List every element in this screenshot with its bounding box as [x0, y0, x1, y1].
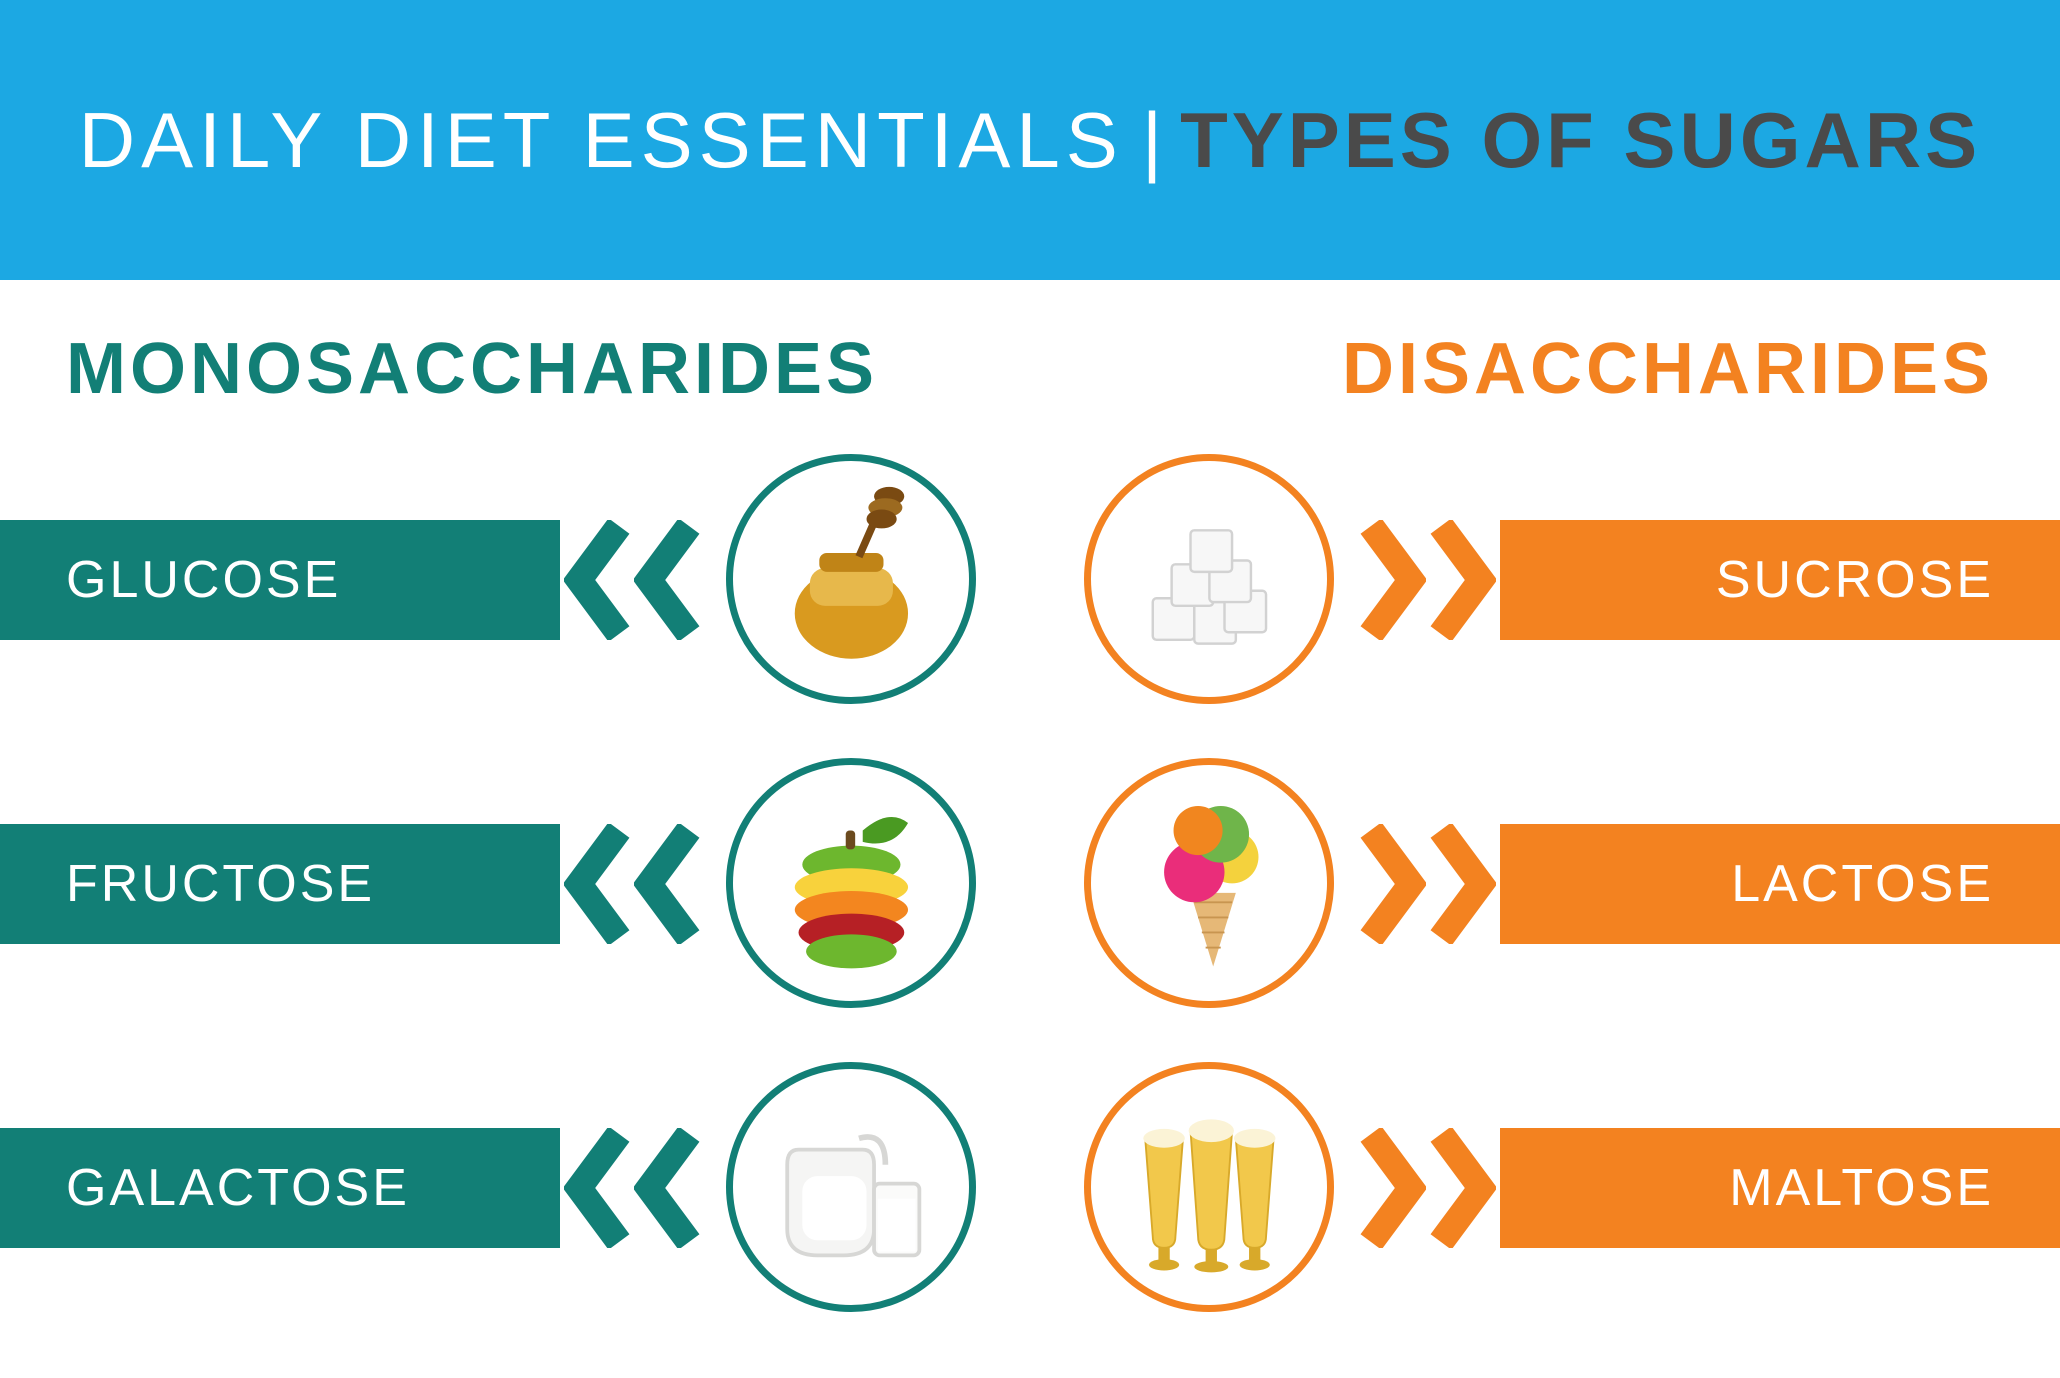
label-text-galactose: GALACTOSE	[66, 1158, 410, 1218]
chevron-right-icon	[1356, 520, 1426, 640]
label-bar-galactose: GALACTOSE	[0, 1128, 560, 1248]
ice-cream-icon	[1115, 789, 1304, 978]
circle-galactose	[726, 1062, 976, 1312]
circle-maltose	[1084, 1062, 1334, 1312]
chevron-right-icon	[1356, 1128, 1426, 1248]
chevrons-glucose	[564, 520, 704, 640]
beer-glasses-icon	[1115, 1093, 1304, 1282]
column-monosaccharides: MONOSACCHARIDES GLUCOSE	[0, 328, 1030, 1378]
chevron-right-icon	[1356, 824, 1426, 944]
chevron-left-icon	[634, 1128, 704, 1248]
chevrons-maltose	[1356, 1128, 1496, 1248]
circle-sucrose	[1084, 454, 1334, 704]
label-bar-maltose: MALTOSE	[1500, 1128, 2060, 1248]
honey-jar-icon	[757, 485, 946, 674]
chevron-right-icon	[1426, 1128, 1496, 1248]
fruit-slices-icon	[757, 789, 946, 978]
label-text-lactose: LACTOSE	[1731, 854, 1994, 914]
chevrons-fructose	[564, 824, 704, 944]
label-text-maltose: MALTOSE	[1729, 1158, 1994, 1218]
chevron-right-icon	[1426, 824, 1496, 944]
label-bar-lactose: LACTOSE	[1500, 824, 2060, 944]
label-bar-fructose: FRUCTOSE	[0, 824, 560, 944]
milk-icon	[757, 1093, 946, 1282]
header-banner: DAILY DIET ESSENTIALS | TYPES OF SUGARS	[0, 0, 2060, 280]
chevron-right-icon	[1426, 520, 1496, 640]
header-right-text: TYPES OF SUGARS	[1180, 95, 1981, 186]
chevron-left-icon	[564, 824, 634, 944]
row-maltose: MALTOSE	[1066, 1074, 2024, 1334]
column-disaccharides: DISACCHARIDES SUCROSE	[1030, 328, 2060, 1378]
row-fructose: FRUCTOSE	[36, 770, 994, 1030]
label-bar-glucose: GLUCOSE	[0, 520, 560, 640]
chevrons-galactose	[564, 1128, 704, 1248]
chevron-left-icon	[564, 520, 634, 640]
header-left-text: DAILY DIET ESSENTIALS	[79, 95, 1124, 186]
label-text-fructose: FRUCTOSE	[66, 854, 375, 914]
label-bar-sucrose: SUCROSE	[1500, 520, 2060, 640]
row-sucrose: SUCROSE	[1066, 466, 2024, 726]
chevron-left-icon	[564, 1128, 634, 1248]
chevrons-lactose	[1356, 824, 1496, 944]
chevron-left-icon	[634, 520, 704, 640]
circle-fructose	[726, 758, 976, 1008]
chevrons-sucrose	[1356, 520, 1496, 640]
circle-lactose	[1084, 758, 1334, 1008]
row-galactose: GALACTOSE	[36, 1074, 994, 1334]
header-separator: |	[1124, 95, 1180, 186]
label-text-sucrose: SUCROSE	[1716, 550, 1994, 610]
category-title-mono: MONOSACCHARIDES	[36, 328, 994, 410]
chevron-left-icon	[634, 824, 704, 944]
content-area: MONOSACCHARIDES GLUCOSE	[0, 280, 2060, 1378]
category-title-di: DISACCHARIDES	[1066, 328, 2024, 410]
circle-glucose	[726, 454, 976, 704]
label-text-glucose: GLUCOSE	[66, 550, 341, 610]
row-glucose: GLUCOSE	[36, 466, 994, 726]
sugar-cubes-icon	[1115, 485, 1304, 674]
row-lactose: LACTOSE	[1066, 770, 2024, 1030]
